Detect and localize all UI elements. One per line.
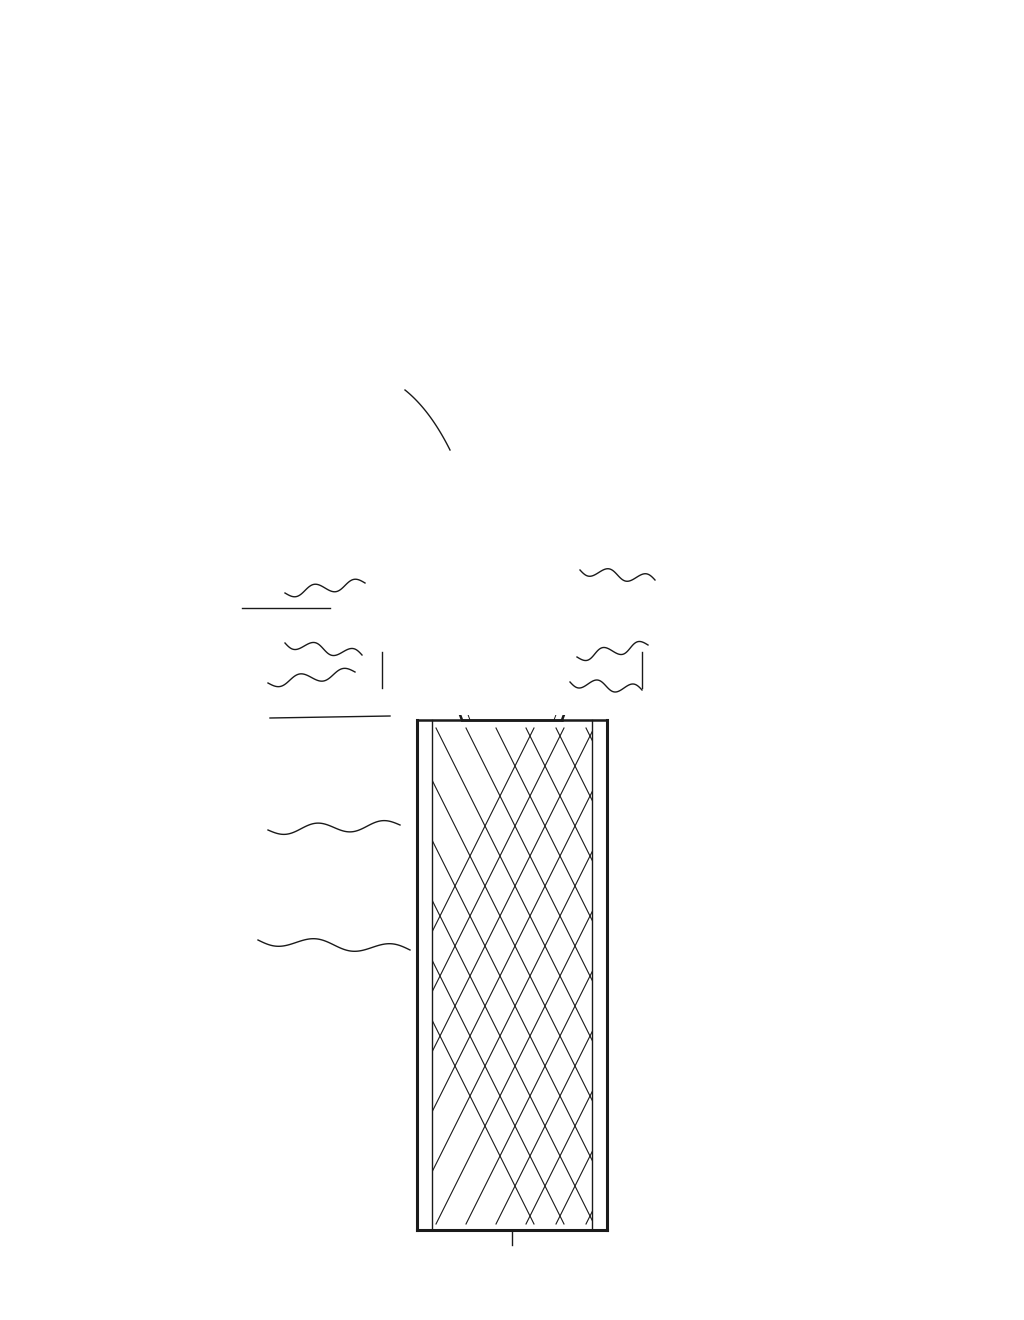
Text: 300: 300 [227, 821, 262, 840]
Text: 256: 256 [239, 544, 273, 562]
Text: 266: 266 [648, 684, 682, 702]
Text: Nov. 29, 2012  Sheet 6 of 8: Nov. 29, 2012 Sheet 6 of 8 [336, 71, 524, 84]
Text: FIG. 12: FIG. 12 [685, 579, 776, 601]
Bar [382, 540, 642, 630]
Text: 250: 250 [204, 599, 238, 616]
Bar [412, 129, 612, 490]
Bar [0, 710, 432, 1239]
FancyBboxPatch shape [411, 125, 613, 149]
Bar [354, 652, 382, 688]
Text: 302: 302 [244, 634, 278, 652]
Text: 254: 254 [345, 381, 379, 399]
Text: 262: 262 [660, 574, 694, 591]
Text: 264: 264 [227, 675, 262, 692]
Text: US 2012/0303111 A1: US 2012/0303111 A1 [746, 71, 894, 84]
Text: Patent Application Publication: Patent Application Publication [85, 71, 300, 84]
Bar [642, 652, 670, 688]
Text: 252: 252 [218, 931, 252, 949]
Text: 304: 304 [655, 639, 689, 657]
Bar [592, 710, 1024, 1239]
Bar [0, 0, 1024, 715]
Text: 260: 260 [244, 583, 278, 602]
Bar [0, 1230, 1024, 1320]
Text: 258: 258 [230, 709, 265, 727]
